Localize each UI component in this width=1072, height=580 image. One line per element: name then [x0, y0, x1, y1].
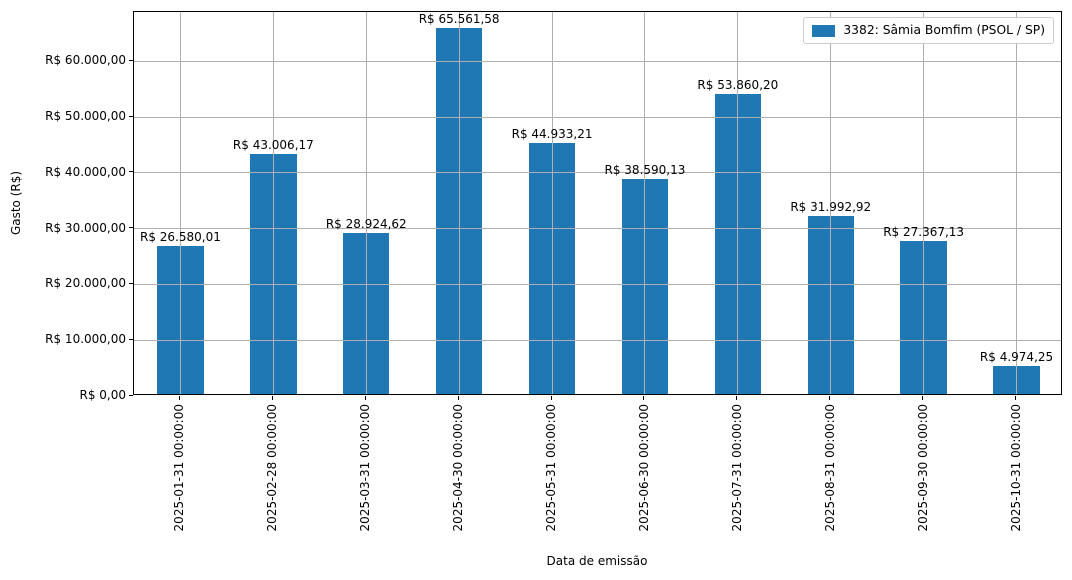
gridline-horizontal — [134, 60, 1061, 62]
x-tick-mark — [364, 396, 366, 400]
y-tick-label: R$ 20.000,00 — [45, 276, 126, 291]
x-tick-mark — [736, 396, 738, 400]
bar-value-label: R$ 38.590,13 — [604, 162, 686, 177]
gridline-vertical — [458, 12, 460, 394]
y-tick-label: R$ 0,00 — [79, 388, 126, 402]
gridline-vertical — [644, 12, 646, 394]
x-tick-label: 2025-03-31 00:00:00 — [358, 404, 373, 532]
gridline-vertical — [737, 12, 739, 394]
bar-value-label: R$ 26.580,01 — [140, 229, 221, 244]
bar-value-label: R$ 27.367,13 — [883, 225, 965, 240]
y-tick-label: R$ 50.000,00 — [45, 109, 126, 124]
y-tick-mark — [129, 282, 133, 284]
y-tick-label: R$ 30.000,00 — [45, 220, 126, 235]
y-tick-mark — [129, 227, 133, 229]
legend-color-swatch — [812, 24, 836, 37]
x-tick-mark — [457, 396, 459, 400]
x-tick-label: 2025-07-31 00:00:00 — [729, 404, 744, 532]
y-tick-mark — [129, 59, 133, 61]
legend-label: 3382: Sâmia Bomfim (PSOL / SP) — [843, 23, 1045, 37]
y-tick-mark — [129, 338, 133, 340]
y-tick-label: R$ 60.000,00 — [45, 53, 126, 68]
gridline-vertical — [179, 12, 181, 394]
x-tick-mark — [271, 396, 273, 400]
bar-value-label: R$ 28.924,62 — [325, 216, 407, 231]
x-tick-mark — [643, 396, 645, 400]
gridline-vertical — [923, 12, 925, 394]
plot-area: 3382: Sâmia Bomfim (PSOL / SP) R$ 26.580… — [133, 11, 1062, 395]
x-tick-mark — [178, 396, 180, 400]
x-tick-mark — [922, 396, 924, 400]
x-tick-label: 2025-01-31 00:00:00 — [172, 404, 187, 532]
y-tick-mark — [129, 115, 133, 117]
gridline-horizontal — [134, 116, 1061, 118]
x-tick-label: 2025-08-31 00:00:00 — [822, 404, 837, 532]
gridline-horizontal — [134, 172, 1061, 174]
x-tick-mark — [1015, 396, 1017, 400]
x-tick-label: 2025-10-31 00:00:00 — [1008, 404, 1023, 532]
bar-value-label: R$ 4.974,25 — [979, 350, 1054, 365]
x-tick-label: 2025-09-30 00:00:00 — [915, 404, 930, 532]
x-tick-mark — [829, 396, 831, 400]
bar-value-label: R$ 65.561,58 — [418, 12, 500, 27]
y-tick-label: R$ 10.000,00 — [45, 332, 126, 347]
x-tick-label: 2025-05-31 00:00:00 — [544, 404, 559, 532]
gridline-horizontal — [134, 339, 1061, 341]
gridline-vertical — [1016, 12, 1018, 394]
x-tick-label: 2025-04-30 00:00:00 — [451, 404, 466, 532]
gridline-vertical — [272, 12, 274, 394]
gridline-vertical — [830, 12, 832, 394]
y-tick-mark — [129, 394, 133, 396]
legend: 3382: Sâmia Bomfim (PSOL / SP) — [803, 17, 1054, 44]
x-axis-title: Data de emissão — [546, 554, 648, 568]
x-tick-mark — [550, 396, 552, 400]
y-tick-label: R$ 40.000,00 — [45, 164, 126, 179]
gridline-horizontal — [134, 283, 1061, 285]
gridline-horizontal — [134, 228, 1061, 230]
gridline-vertical — [365, 12, 367, 394]
bar-value-label: R$ 53.860,20 — [697, 77, 779, 92]
x-tick-label: 2025-02-28 00:00:00 — [265, 404, 280, 532]
gridline-vertical — [551, 12, 553, 394]
bar-value-label: R$ 31.992,92 — [790, 199, 872, 214]
x-tick-label: 2025-06-30 00:00:00 — [636, 404, 651, 532]
bar-value-label: R$ 44.933,21 — [511, 127, 593, 142]
y-tick-mark — [129, 171, 133, 173]
bar-value-label: R$ 43.006,17 — [232, 138, 314, 153]
